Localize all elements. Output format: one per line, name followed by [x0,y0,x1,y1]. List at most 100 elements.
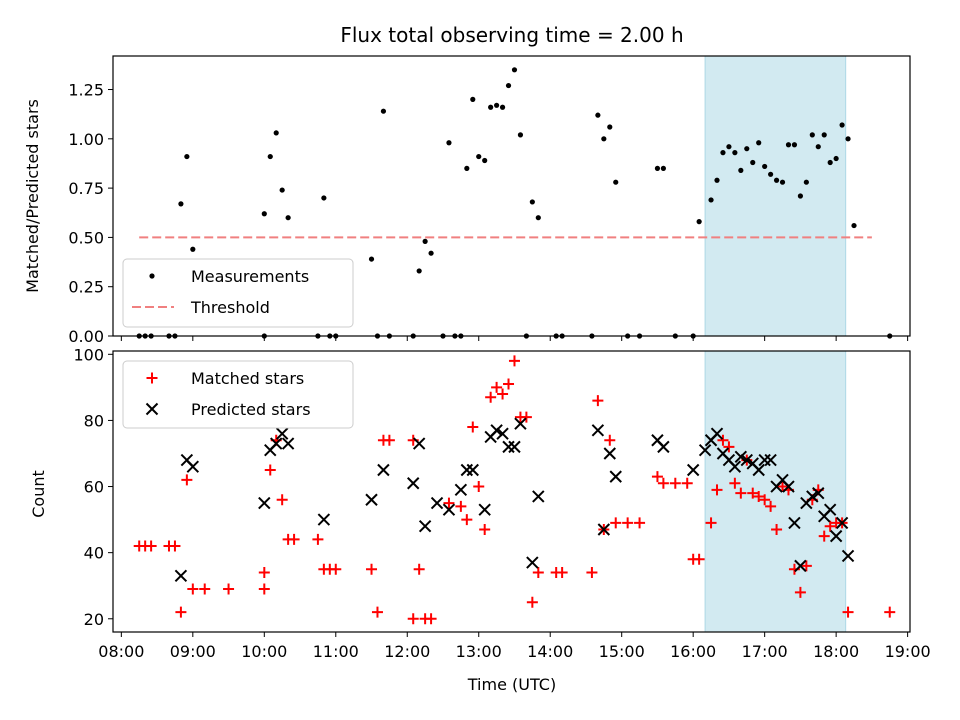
matched-star-point [634,517,646,529]
matched-star-point [604,434,616,446]
legend-box [122,258,354,328]
matched-star-point [187,583,199,595]
predicted-star-point [734,450,748,463]
measurement-point [470,96,476,102]
predicted-star-point [609,470,622,483]
matched-star-point [413,563,425,575]
predicted-star-point [270,437,283,450]
measurement-point [779,179,786,185]
top-y-tick-label: 1.25 [68,81,104,100]
bottom-y-axis-label: Count [29,470,48,518]
legend-predicted-label: Predicted stars [191,400,311,419]
measurement-point [517,132,524,138]
matched-star-point [753,490,765,502]
predicted-star-point [698,443,712,457]
predicted-star-point [490,424,503,437]
matched-star-point [288,533,300,545]
x-tick-label: 11:00 [313,642,359,661]
x-tick-label: 08:00 [98,642,144,661]
measurement-point [773,177,780,183]
x-tick-label: 16:00 [670,642,716,661]
predicted-star-point [418,520,432,533]
x-tick-label: 09:00 [170,642,216,661]
predicted-star-point [782,480,795,493]
predicted-star-point [430,496,444,510]
predicted-star-point [806,490,819,503]
predicted-star-point [377,463,390,477]
top-shaded-interval [704,55,847,337]
predicted-star-point [728,460,742,473]
measurement-point [821,132,827,138]
predicted-star-point [532,490,545,503]
top-y-axis-label: Matched/Predicted stars [23,99,42,293]
matched-star-point [592,395,604,407]
predicted-star-point [508,440,521,454]
matched-star-point [276,494,288,506]
measurement-point [696,219,702,225]
measurement-point [785,142,792,148]
top-y-tick-label: 0.25 [68,278,104,297]
matched-star-point [693,553,705,565]
matched-star-point [651,471,663,483]
measurement-point [422,238,428,244]
predicted-star-point [841,549,855,563]
matched-star-point [366,563,378,575]
top-y-tick-label: 0.75 [68,179,104,198]
measurement-point [791,142,798,148]
matched-star-point [729,477,741,489]
legend-box [122,360,354,429]
matched-star-point [777,481,789,493]
x-tick-label: 10:00 [241,642,287,661]
predicted-star-point [591,424,605,437]
matched-star-point [794,586,806,598]
matched-star-point [735,487,747,499]
measurement-point [762,163,768,170]
measurement-point [815,144,821,150]
matched-star-point [491,381,503,393]
x-tick-label: 12:00 [384,642,430,661]
matched-star-point [258,566,270,578]
matched-star-point [711,484,723,496]
matched-star-point [520,411,532,423]
matched-star-point [223,583,235,595]
measurement-point [613,179,619,185]
matched-star-point [264,464,276,476]
measurement-point [505,82,512,89]
predicted-star-point [365,493,378,506]
matched-star-point [383,434,395,446]
matched-star-point [508,355,520,367]
measurement-point [416,268,422,274]
matched-star-point [473,481,485,493]
measurement-point [595,112,601,118]
matched-star-point [371,606,383,618]
predicted-star-point [454,483,468,497]
predicted-star-point [496,427,509,440]
measurement-point [494,102,500,108]
x-tick-label: 13:00 [456,642,502,661]
measurement-point [273,130,279,136]
measurement-point [321,195,327,201]
matched-star-point [818,530,830,542]
bottom-y-tick-label: 20 [84,610,104,629]
measurement-point [660,165,666,171]
measurement-point [488,104,494,110]
predicted-star-point [258,496,271,510]
matched-star-point [503,378,515,390]
measurement-point [535,215,541,221]
measurement-point [285,215,291,221]
measurement-point [744,146,750,152]
x-tick-label: 15:00 [599,642,645,661]
count-points [133,355,896,625]
measurement-point [839,122,845,128]
bottom-y-tick-label: 80 [84,411,104,430]
matched-star-point [759,494,771,506]
x-tick-label: 14:00 [527,642,573,661]
x-axis-label: Time (UTC) [467,675,556,694]
top-axes: 0.00 0.25 0.50 0.75 1.00 1.25 [68,55,911,346]
measurement-point [750,159,756,166]
bottom-y-tick-label: 60 [84,478,104,497]
predicted-star-point [478,503,491,516]
predicted-star-point [442,503,456,516]
x-tick-label: 17:00 [742,642,788,661]
predicted-star-point [514,417,527,430]
